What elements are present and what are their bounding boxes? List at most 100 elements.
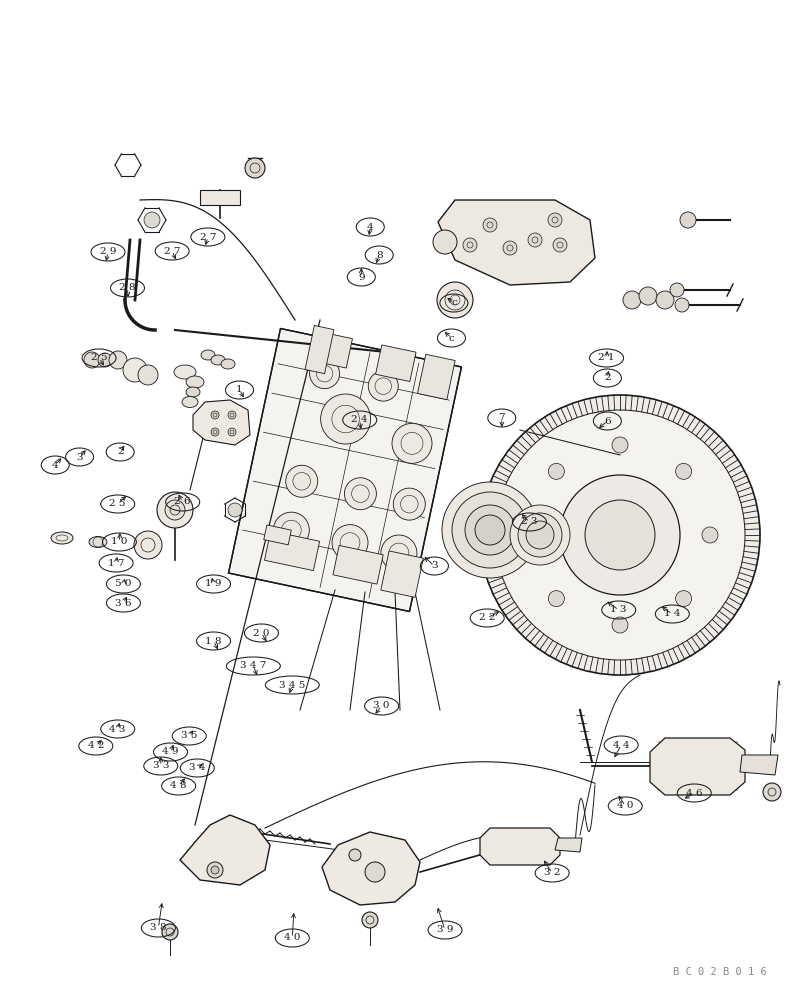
Text: 3 4: 3 4 <box>189 764 205 772</box>
Circle shape <box>465 505 514 555</box>
Text: 1: 1 <box>236 385 242 394</box>
Circle shape <box>122 358 147 382</box>
Text: 4 9: 4 9 <box>162 747 178 756</box>
Circle shape <box>273 512 309 548</box>
Polygon shape <box>417 354 455 400</box>
Circle shape <box>527 233 541 247</box>
Text: 3 5: 3 5 <box>181 731 197 740</box>
Text: 2 3: 2 3 <box>521 518 537 526</box>
Text: 3 4 5: 3 4 5 <box>279 680 305 690</box>
Text: 4 6: 4 6 <box>685 788 702 798</box>
Circle shape <box>560 475 679 595</box>
Circle shape <box>474 515 504 545</box>
Circle shape <box>762 783 780 801</box>
Text: 3 4 7: 3 4 7 <box>240 662 266 670</box>
Text: 2 9: 2 9 <box>100 247 116 256</box>
Ellipse shape <box>174 365 195 379</box>
Circle shape <box>211 428 219 436</box>
Circle shape <box>483 218 496 232</box>
Text: 3 8: 3 8 <box>150 924 166 932</box>
Text: 8: 8 <box>375 250 382 259</box>
Circle shape <box>622 291 640 309</box>
Circle shape <box>392 423 431 463</box>
Text: 3: 3 <box>431 561 437 570</box>
Circle shape <box>365 862 384 882</box>
Circle shape <box>380 535 416 571</box>
Circle shape <box>157 492 193 528</box>
Circle shape <box>207 862 223 878</box>
Circle shape <box>362 912 378 928</box>
Polygon shape <box>479 828 560 865</box>
Text: 5 0: 5 0 <box>115 579 131 588</box>
Text: 4 2: 4 2 <box>88 741 104 750</box>
Circle shape <box>138 365 158 385</box>
Circle shape <box>547 463 564 479</box>
Polygon shape <box>322 832 419 905</box>
Text: 9: 9 <box>358 272 364 282</box>
Ellipse shape <box>221 359 234 369</box>
Circle shape <box>547 213 561 227</box>
Circle shape <box>285 465 317 497</box>
Circle shape <box>674 298 689 312</box>
Circle shape <box>452 492 527 568</box>
Circle shape <box>675 591 691 607</box>
Circle shape <box>517 513 561 557</box>
Text: 4 8: 4 8 <box>170 782 187 790</box>
Text: 2 1: 2 1 <box>598 354 614 362</box>
Circle shape <box>638 287 656 305</box>
Text: 2 7: 2 7 <box>200 232 216 241</box>
Circle shape <box>547 591 564 607</box>
Ellipse shape <box>186 376 204 388</box>
Text: 1 7: 1 7 <box>108 558 124 567</box>
Circle shape <box>245 158 264 178</box>
Text: 3 9: 3 9 <box>436 926 453 934</box>
Text: 3 2: 3 2 <box>543 868 560 878</box>
Circle shape <box>349 849 361 861</box>
Ellipse shape <box>182 396 198 408</box>
Text: 1 8: 1 8 <box>205 636 221 646</box>
Text: 4 0: 4 0 <box>284 933 300 942</box>
Text: 6: 6 <box>603 416 610 426</box>
Text: 1 4: 1 4 <box>663 609 680 618</box>
Circle shape <box>162 924 178 940</box>
Circle shape <box>344 478 376 510</box>
Polygon shape <box>305 325 333 374</box>
Ellipse shape <box>201 350 215 360</box>
Polygon shape <box>264 525 291 545</box>
Text: c: c <box>450 298 457 307</box>
Circle shape <box>228 503 242 517</box>
Text: 2 5: 2 5 <box>109 499 126 508</box>
Circle shape <box>479 395 759 675</box>
Circle shape <box>144 212 160 228</box>
Ellipse shape <box>89 536 107 548</box>
Circle shape <box>436 282 473 318</box>
Text: 2: 2 <box>603 373 610 382</box>
Text: B C 0 2 B 0 1 6: B C 0 2 B 0 1 6 <box>672 967 766 977</box>
Circle shape <box>309 359 339 389</box>
Polygon shape <box>264 531 320 571</box>
Circle shape <box>211 866 219 874</box>
Circle shape <box>655 291 673 309</box>
Circle shape <box>228 428 236 436</box>
Polygon shape <box>649 738 744 795</box>
Circle shape <box>509 505 569 565</box>
Circle shape <box>552 238 566 252</box>
Circle shape <box>675 463 691 479</box>
Circle shape <box>441 482 538 578</box>
Polygon shape <box>333 545 383 584</box>
Circle shape <box>584 500 654 570</box>
Text: 1 9: 1 9 <box>205 579 221 588</box>
Text: 2 6: 2 6 <box>174 497 191 506</box>
Polygon shape <box>200 190 240 205</box>
Text: 4: 4 <box>367 223 373 232</box>
Circle shape <box>611 617 627 633</box>
Circle shape <box>332 525 367 561</box>
Circle shape <box>109 351 127 369</box>
Polygon shape <box>316 332 352 368</box>
Circle shape <box>702 527 717 543</box>
Text: 2 5: 2 5 <box>91 354 107 362</box>
Polygon shape <box>228 328 461 612</box>
Circle shape <box>611 437 627 453</box>
Circle shape <box>211 411 219 419</box>
Text: 4 3: 4 3 <box>109 724 126 733</box>
